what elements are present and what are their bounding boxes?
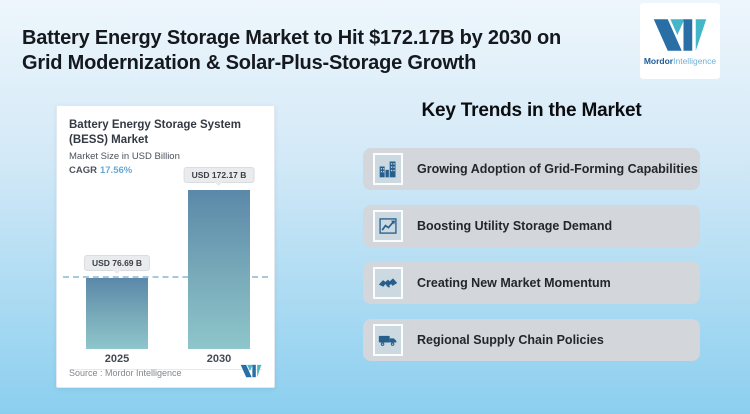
cagr-label: CAGR [69, 165, 97, 177]
line-chart-icon [373, 210, 403, 242]
trend-label: Boosting Utility Storage Demand [417, 219, 613, 233]
bar-2025 [86, 278, 148, 349]
footer-divider [69, 369, 262, 370]
value-label-2025: USD 76.69 B [83, 255, 151, 272]
trend-row-utility-storage: Boosting Utility Storage Demand [363, 205, 700, 247]
brand-name-bold: Mordor [643, 55, 674, 66]
page-title: Battery Energy Storage Market to Hit $17… [22, 26, 632, 76]
bar-chart-plot: USD 76.69 B USD 172.17 B [63, 167, 268, 349]
brand-logo-card: MordorIntelligence [640, 3, 720, 79]
reference-dashed-line [63, 276, 268, 279]
trend-label: Growing Adoption of Grid-Forming Capabil… [417, 162, 698, 176]
page-title-line-2: Grid Modernization & Solar-Plus-Storage … [22, 52, 477, 74]
bar-2030 [188, 190, 250, 349]
page-title-line-1: Battery Energy Storage Market to Hit $17… [22, 27, 562, 49]
chart-title: Battery Energy Storage System (BESS) Mar… [69, 119, 241, 146]
x-tick-2030: 2030 [206, 353, 232, 365]
truck-icon [373, 324, 403, 356]
mordor-m-monogram-icon-small [240, 364, 262, 383]
brand-wordmark: MordorIntelligence [644, 56, 716, 66]
bess-market-chart-card: Battery Energy Storage System (BESS) Mar… [56, 105, 275, 388]
trend-label: Creating New Market Momentum [417, 276, 611, 290]
mordor-m-monogram-icon [652, 17, 708, 53]
x-tick-2025: 2025 [104, 353, 130, 365]
handshake-icon [373, 267, 403, 299]
key-trends-panel: Key Trends in the Market Growing Adoptio… [363, 100, 700, 376]
chart-subtitle: Market Size in USD Billion [69, 151, 180, 163]
trend-row-supply-chain: Regional Supply Chain Policies [363, 319, 700, 361]
chart-card-footer: Source : Mordor Intelligence [69, 364, 262, 383]
key-trends-heading: Key Trends in the Market [421, 100, 642, 121]
buildings-icon [373, 153, 403, 185]
brand-name-light: Intelligence [673, 55, 717, 66]
chart-cagr: CAGR 17.56% [69, 165, 262, 176]
cagr-value: 17.56% [99, 165, 133, 177]
trend-row-market-momentum: Creating New Market Momentum [363, 262, 700, 304]
x-axis-labels: 2025 2030 [69, 353, 262, 367]
source-attribution: Source : Mordor Intelligence [69, 368, 182, 378]
trend-row-grid-forming: Growing Adoption of Grid-Forming Capabil… [363, 148, 700, 190]
trend-label: Regional Supply Chain Policies [417, 333, 604, 347]
value-label-2030: USD 172.17 B [183, 167, 255, 183]
